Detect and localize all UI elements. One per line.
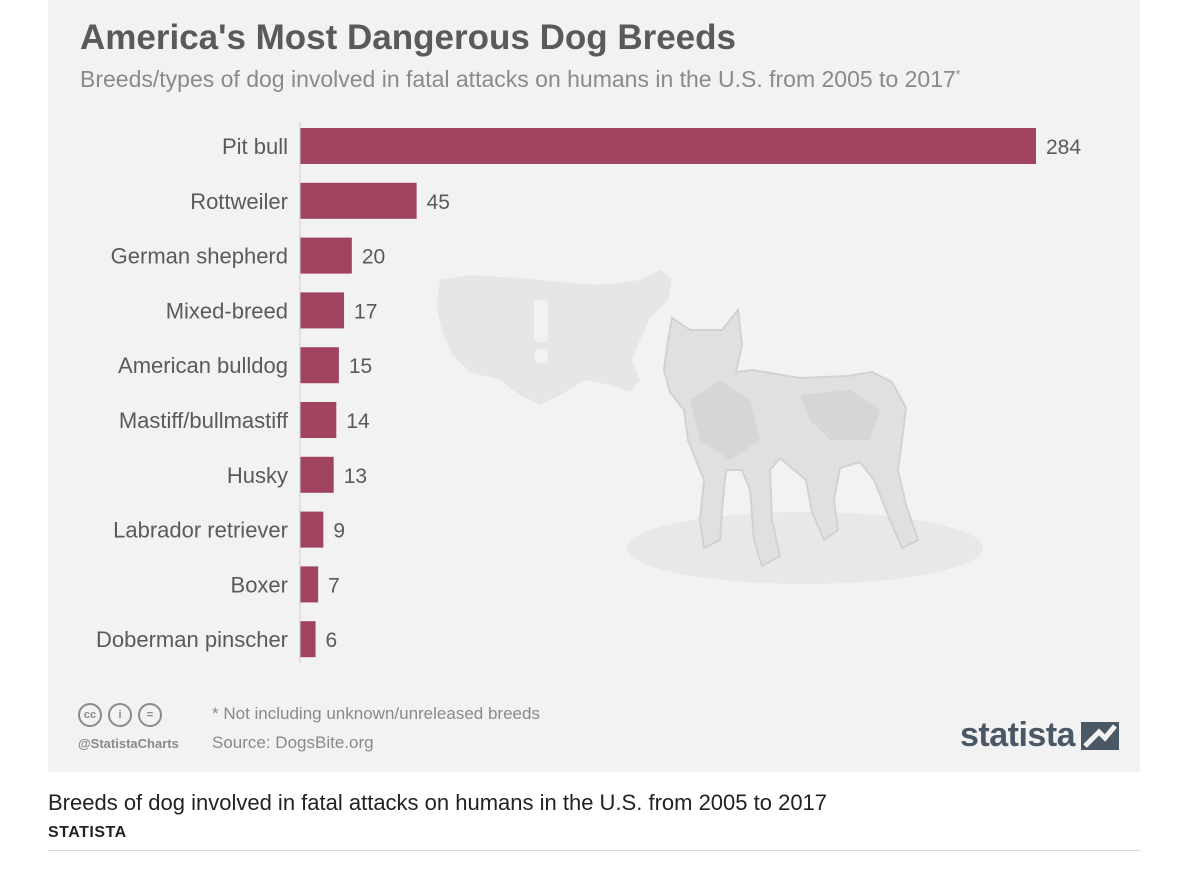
nd-icon[interactable]: = — [138, 703, 162, 727]
category-label: German shepherd — [111, 244, 288, 269]
brand-wordmark: statista — [960, 716, 1076, 754]
category-label: Pit bull — [222, 134, 288, 159]
bars-group: Pit bull 284 Rottweiler 45 German shepherd 20… — [96, 122, 1081, 664]
license-icons: cc i = — [78, 703, 162, 727]
subtitle-footnote-mark: * — [955, 67, 961, 82]
publisher-label[interactable]: STATISTA — [48, 824, 127, 841]
cc-icon[interactable]: cc — [78, 703, 102, 727]
category-label: Labrador retriever — [113, 518, 288, 543]
value-label: 17 — [354, 300, 377, 323]
category-label: Rottweiler — [190, 189, 288, 214]
value-label: 14 — [346, 410, 370, 433]
exclamation-bar — [534, 300, 548, 342]
category-label: Boxer — [231, 572, 288, 597]
bar — [300, 292, 345, 329]
bar — [300, 566, 319, 603]
category-label: American bulldog — [118, 353, 288, 378]
value-label: 6 — [326, 629, 338, 652]
category-label: Mastiff/bullmastiff — [119, 408, 289, 433]
bar — [300, 402, 337, 438]
post-caption[interactable]: Breeds of dog involved in fatal attacks … — [48, 790, 828, 815]
dog-shadow — [627, 512, 983, 584]
category-label: Mixed-breed — [166, 298, 288, 323]
category-label: Doberman pinscher — [96, 627, 288, 652]
bar — [300, 237, 352, 274]
bar — [300, 456, 334, 493]
divider — [48, 850, 1140, 851]
value-label: 45 — [427, 191, 450, 214]
value-label: 13 — [344, 465, 367, 488]
dog-body-patch — [800, 390, 880, 440]
bar — [300, 128, 1036, 164]
chart-subtitle: Breeds/types of dog involved in fatal at… — [80, 66, 960, 93]
us-map-silhouette — [436, 270, 672, 405]
footnote: * Not including unknown/unreleased breed… — [212, 704, 540, 723]
value-label: 9 — [333, 520, 345, 543]
bar — [300, 621, 316, 658]
dog-chest-patch — [690, 380, 760, 460]
category-label: Husky — [227, 463, 288, 488]
value-label: 20 — [362, 246, 385, 269]
chart-area: Pit bull 284 Rottweiler 45 German shepherd 20… — [96, 122, 1081, 664]
bar — [300, 347, 339, 384]
subtitle-text: Breeds/types of dog involved in fatal at… — [80, 66, 956, 92]
dog-silhouette — [662, 307, 920, 568]
value-label: 284 — [1046, 136, 1081, 159]
statista-logo[interactable]: statista — [960, 716, 1120, 755]
chart-title: America's Most Dangerous Dog Breeds — [80, 18, 736, 57]
exclamation-dot — [534, 349, 548, 363]
value-label: 7 — [328, 574, 340, 597]
bar — [300, 182, 417, 219]
by-icon[interactable]: i — [108, 703, 132, 727]
statista-mark-icon — [1081, 721, 1120, 750]
twitter-handle[interactable]: @StatistaCharts — [78, 736, 179, 751]
value-label: 15 — [349, 355, 372, 378]
bar — [300, 511, 324, 548]
source-note: Source: DogsBite.org — [212, 733, 374, 752]
background-illustration — [436, 270, 983, 584]
